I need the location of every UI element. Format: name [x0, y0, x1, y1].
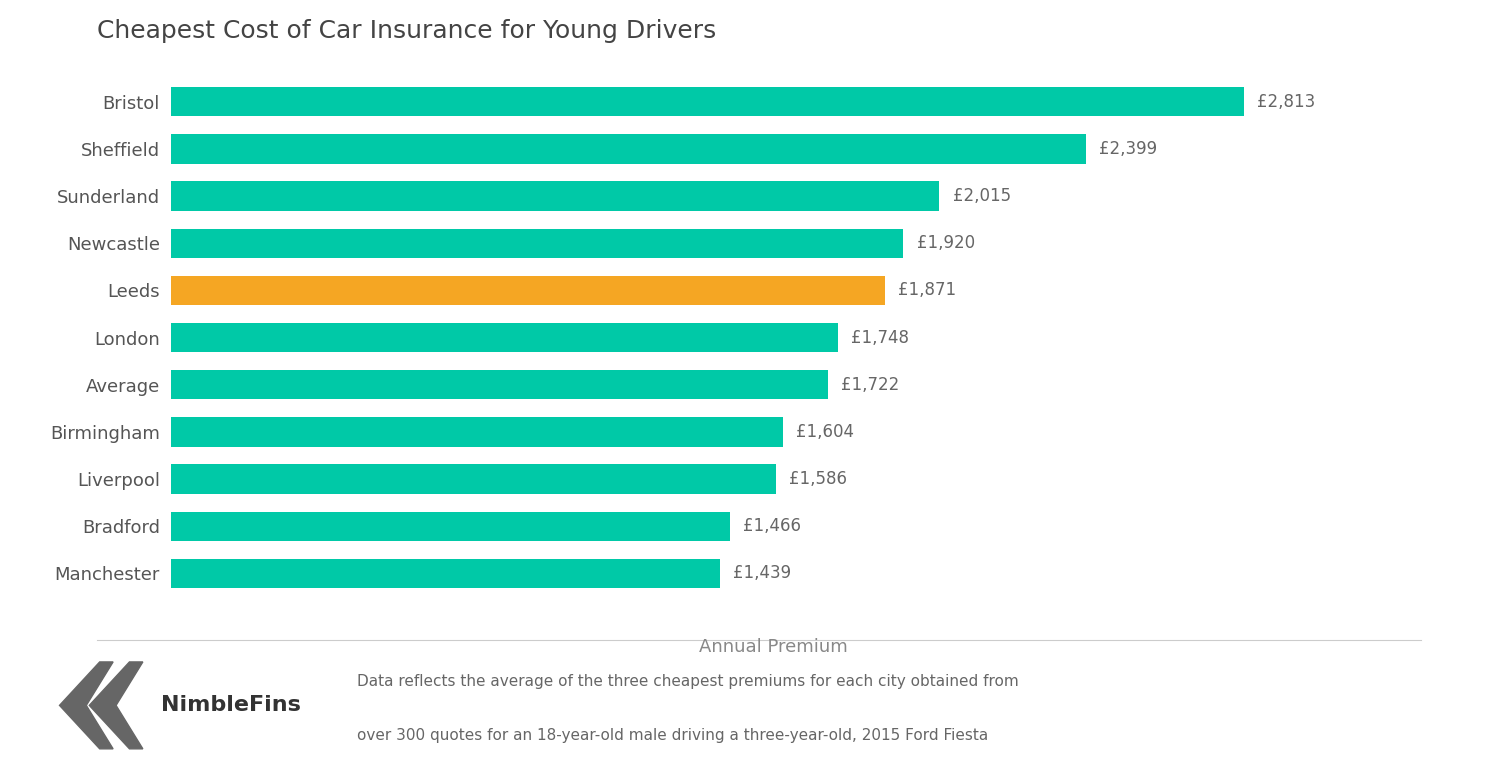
- Bar: [171, 275, 884, 305]
- Text: £1,466: £1,466: [744, 518, 802, 535]
- Bar: [171, 87, 1244, 116]
- Text: £1,586: £1,586: [789, 470, 847, 488]
- Bar: [171, 511, 731, 541]
- Text: £2,399: £2,399: [1100, 140, 1158, 158]
- Bar: [171, 134, 1086, 164]
- Text: NimbleFins: NimbleFins: [161, 695, 301, 715]
- Text: £1,604: £1,604: [796, 423, 854, 441]
- Text: £1,920: £1,920: [917, 234, 975, 252]
- Bar: [171, 229, 903, 258]
- Polygon shape: [89, 662, 143, 749]
- Polygon shape: [60, 662, 113, 749]
- Text: Data reflects the average of the three cheapest premiums for each city obtained : Data reflects the average of the three c…: [357, 674, 1019, 689]
- Text: £1,871: £1,871: [897, 282, 955, 300]
- Bar: [171, 323, 838, 352]
- Bar: [171, 417, 783, 446]
- Bar: [171, 370, 827, 400]
- Text: Annual Premium: Annual Premium: [699, 638, 848, 656]
- Bar: [171, 182, 939, 211]
- Text: Cheapest Cost of Car Insurance for Young Drivers: Cheapest Cost of Car Insurance for Young…: [97, 19, 716, 43]
- Text: £1,439: £1,439: [734, 564, 792, 582]
- Bar: [171, 464, 775, 494]
- Text: £1,748: £1,748: [851, 328, 909, 347]
- Text: £2,015: £2,015: [952, 187, 1010, 205]
- Text: over 300 quotes for an 18-year-old male driving a three-year-old, 2015 Ford Fies: over 300 quotes for an 18-year-old male …: [357, 729, 988, 743]
- Bar: [171, 559, 720, 588]
- Text: £1,722: £1,722: [841, 376, 899, 393]
- Text: £2,813: £2,813: [1257, 93, 1315, 111]
